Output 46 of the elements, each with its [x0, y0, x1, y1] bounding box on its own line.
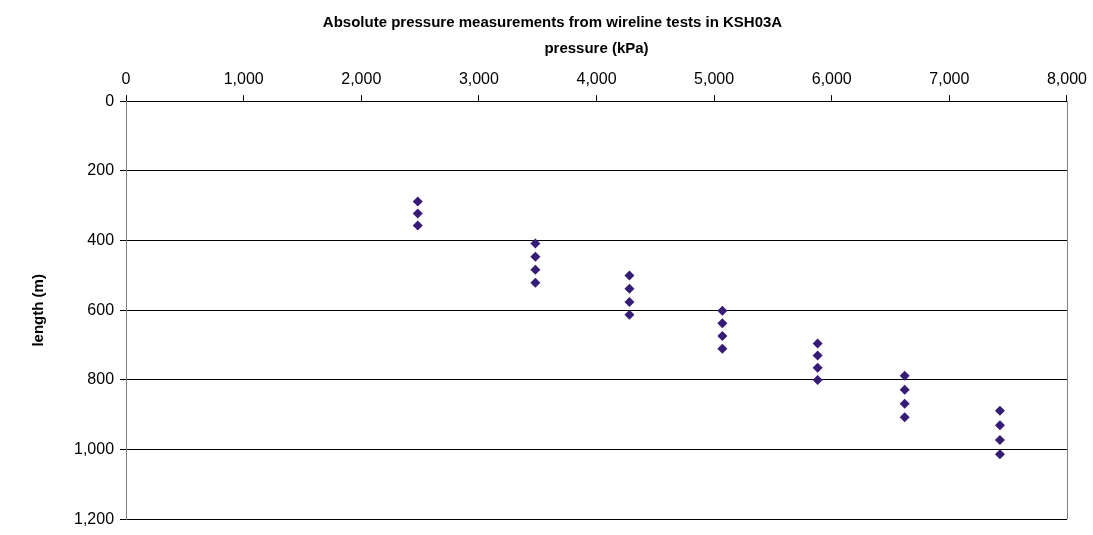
point	[994, 420, 1005, 431]
y-tick-label: 600	[87, 300, 115, 318]
point	[530, 277, 541, 288]
point	[530, 264, 541, 275]
y-tick-label: 1,200	[73, 509, 115, 527]
point	[994, 405, 1005, 416]
x-tick-label: 3,000	[458, 70, 500, 88]
y-tick-label: 800	[87, 370, 115, 388]
x-tick-label: 1,000	[223, 70, 264, 88]
x-tick-label: 7,000	[929, 70, 970, 88]
point	[899, 370, 910, 381]
point	[812, 338, 823, 349]
x-tick-label: 2,000	[341, 70, 382, 88]
point	[899, 398, 910, 409]
x-tick-label: 5,000	[694, 70, 735, 88]
point	[412, 208, 423, 219]
y-tick-label: 0	[105, 91, 115, 109]
point	[899, 384, 910, 395]
x-tick-label: 4,000	[576, 70, 617, 88]
chart-title: Absolute pressure measurements from wireline tests in KSH03A	[322, 13, 783, 31]
x-tick-label: 6,000	[811, 70, 852, 88]
point	[717, 343, 728, 354]
point	[717, 331, 728, 342]
y-axis-title: length (m)	[29, 274, 47, 347]
point	[812, 362, 823, 373]
point	[812, 350, 823, 361]
x-tick-label: 8,000	[1046, 70, 1088, 88]
point	[624, 270, 635, 281]
point	[624, 296, 635, 307]
x-axis-title: pressure (kPa)	[544, 39, 649, 57]
point	[624, 283, 635, 294]
point	[412, 196, 423, 207]
point	[994, 449, 1005, 460]
point	[812, 375, 823, 385]
y-tick-label: 400	[87, 231, 115, 249]
point	[994, 434, 1005, 445]
point	[717, 318, 728, 329]
point	[899, 412, 910, 423]
y-tick-label: 1,000	[73, 440, 115, 458]
point	[412, 220, 423, 231]
point	[530, 238, 541, 249]
y-tick-label: 200	[87, 161, 115, 179]
point	[624, 309, 635, 320]
point	[717, 305, 728, 316]
x-tick-label: 0	[121, 70, 131, 88]
point	[530, 251, 541, 262]
